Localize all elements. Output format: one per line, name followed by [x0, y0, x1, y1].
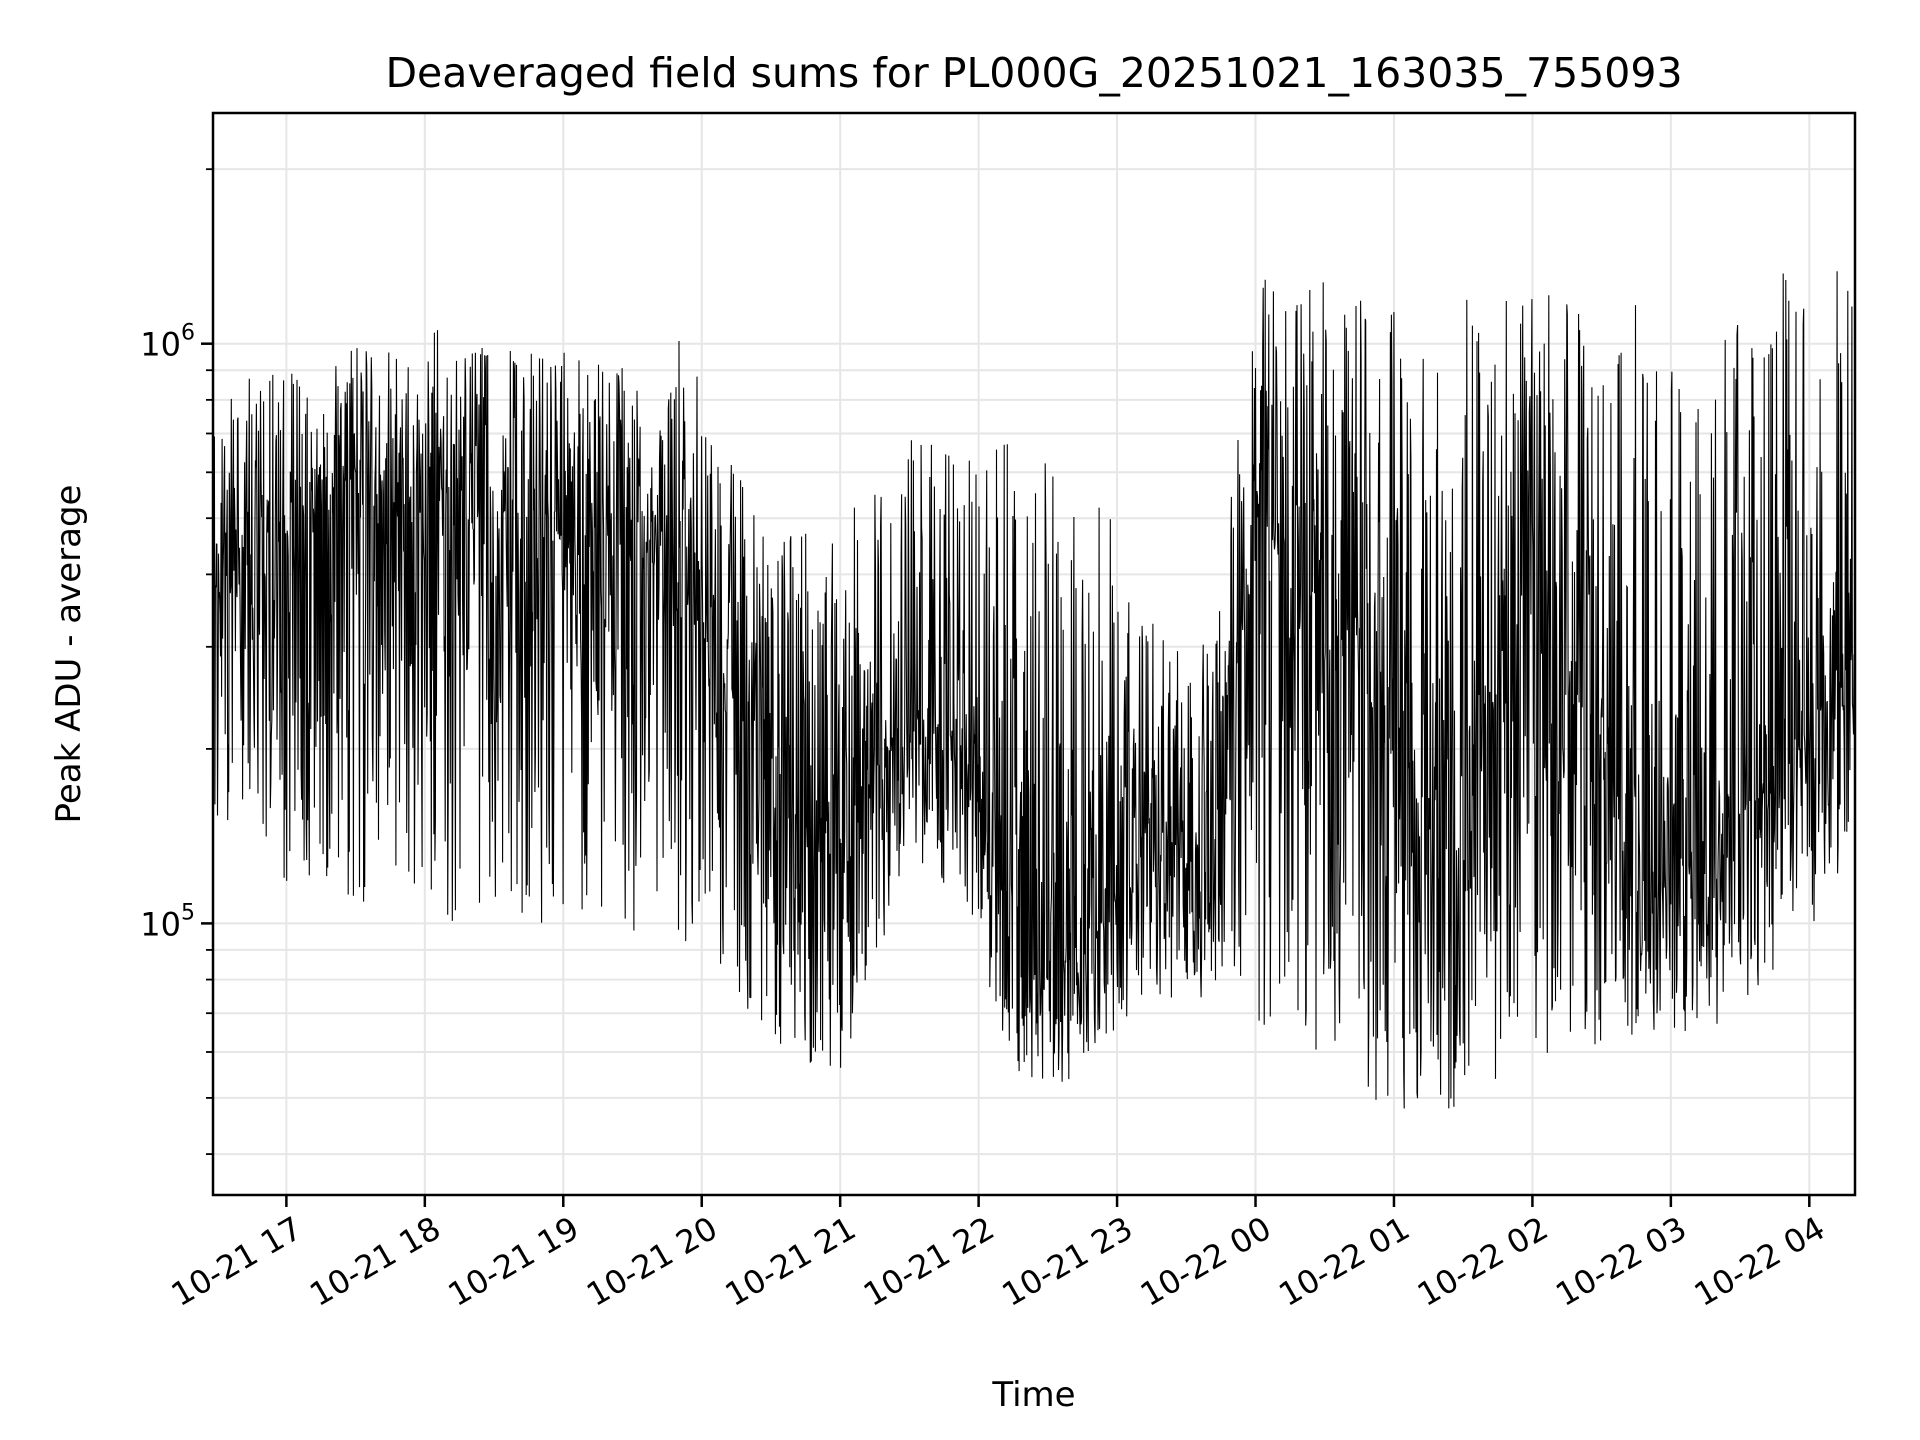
y-tick-base: 10	[140, 326, 181, 364]
y-tick-exponent: 5	[181, 900, 195, 925]
chart-title: Deaveraged field sums for PL000G_2025102…	[385, 49, 1682, 97]
y-tick-base: 10	[140, 905, 181, 943]
y-tick-label: 106	[140, 321, 195, 364]
plot-frame	[211, 111, 1857, 1197]
data-series	[213, 271, 1856, 1109]
series-line	[213, 271, 1856, 1109]
x-axis-label: Time	[991, 1375, 1075, 1415]
y-axis-label: Peak ADU - average	[49, 485, 89, 824]
y-tick-exponent: 6	[181, 321, 195, 346]
y-tick-label: 105	[140, 900, 195, 943]
